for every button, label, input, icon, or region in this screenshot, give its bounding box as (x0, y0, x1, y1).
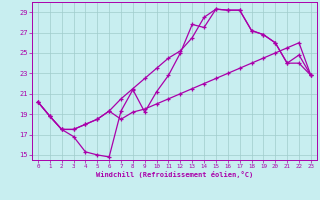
X-axis label: Windchill (Refroidissement éolien,°C): Windchill (Refroidissement éolien,°C) (96, 171, 253, 178)
